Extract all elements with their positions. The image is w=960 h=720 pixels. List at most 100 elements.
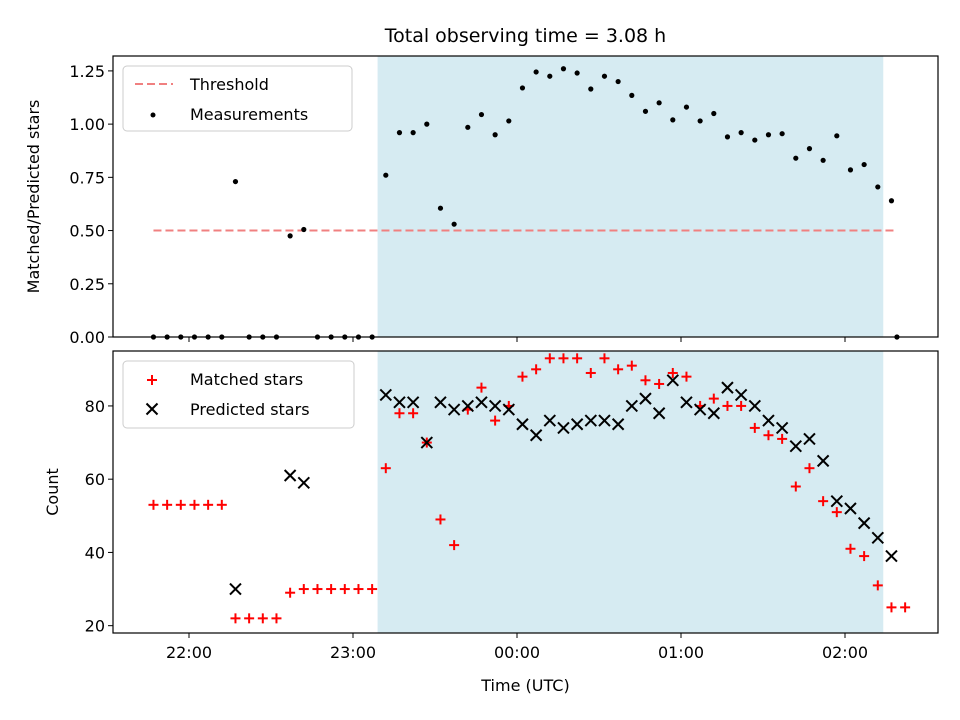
predicted-star-point	[570, 418, 584, 431]
matched-star-point	[312, 584, 323, 595]
predicted-star-point	[297, 476, 311, 490]
predicted-star-point	[475, 396, 488, 409]
matched-star-point	[394, 408, 405, 419]
matched-star-point	[490, 415, 501, 426]
measurement-point	[437, 205, 444, 211]
matched-star-point	[845, 543, 856, 554]
chart-title: Total observing time = 3.08 h	[384, 25, 666, 47]
top-legend: Threshold Measurements	[122, 65, 353, 132]
matched-star-point	[777, 433, 788, 444]
matched-star-point	[859, 551, 870, 562]
predicted-star-point	[857, 516, 871, 530]
x-tick-label: 23:00	[330, 643, 376, 662]
top-legend-box	[122, 65, 353, 132]
matched-star-point	[872, 580, 883, 591]
measurement-point	[834, 133, 840, 139]
measurement-point	[478, 111, 485, 118]
measurement-point	[683, 104, 690, 110]
predicted-star-point	[830, 494, 844, 508]
y-tick-label: 0.25	[69, 275, 105, 294]
predicted-star-point	[803, 432, 816, 446]
predicted-star-point	[502, 403, 516, 416]
matched-star-point	[572, 353, 583, 364]
measurement-point	[465, 124, 471, 130]
predicted-star-point	[734, 388, 748, 402]
bottom-legend: Matched stars Predicted stars	[122, 360, 355, 429]
measurement-point	[601, 73, 608, 79]
measurement-point	[724, 134, 731, 140]
y-tick-label: 0.00	[69, 328, 105, 347]
predicted-star-point	[229, 582, 242, 596]
measurement-point	[574, 70, 580, 76]
matched-star-point	[216, 499, 227, 510]
matched-star-point	[476, 382, 487, 393]
measurement-point	[424, 121, 430, 127]
y-tick-label: 60	[85, 470, 105, 489]
top-panel: 0.00 0.25 0.50 0.75 1.00 1.25 Total observing…	[24, 25, 939, 347]
matched-star-point	[900, 602, 911, 613]
predicted-star-point	[844, 502, 857, 515]
top-x-ticks	[188, 337, 846, 342]
x-tick-label: 22:00	[166, 643, 212, 662]
x-tick-label: 02:00	[822, 643, 868, 662]
matched-star-point	[339, 584, 350, 595]
matched-star-point	[790, 481, 801, 492]
measurement-point	[642, 108, 649, 114]
matched-star-point	[271, 613, 282, 624]
matched-star-point	[148, 499, 159, 510]
legend-predicted-swatch	[145, 402, 159, 416]
predicted-star-point	[543, 414, 557, 427]
matched-star-point	[886, 602, 897, 613]
matched-star-point	[203, 499, 214, 510]
y-tick-label: 1.00	[69, 115, 105, 134]
matched-star-point	[380, 463, 391, 474]
legend-matched-label: Matched stars	[190, 370, 303, 389]
predicted-star-point	[488, 399, 502, 413]
y-tick-label: 0.50	[69, 222, 105, 241]
matched-star-point	[544, 353, 555, 364]
matched-star-point	[449, 540, 460, 551]
predicted-star-point	[625, 399, 639, 413]
legend-predicted-label: Predicted stars	[190, 400, 310, 419]
predicted-star-point	[721, 381, 734, 394]
predicted-star-point	[885, 549, 898, 563]
matched-star-point	[298, 584, 309, 595]
bottom-y-ticks: 20 40 60 80	[85, 397, 113, 636]
matched-star-point	[353, 584, 364, 595]
matched-star-point	[763, 430, 774, 441]
predicted-star-point	[639, 392, 652, 405]
observing-interval-shade	[377, 351, 884, 633]
measurement-point	[287, 233, 293, 239]
x-axis-label: Time (UTC)	[480, 676, 569, 695]
x-tick-label: 01:00	[658, 643, 704, 662]
measurement-point	[301, 226, 307, 233]
matched-star-point	[189, 499, 200, 510]
matched-star-point	[804, 463, 815, 474]
predicted-star-point	[680, 396, 693, 409]
measurement-point	[396, 130, 403, 136]
predicted-star-point	[871, 531, 885, 544]
predicted-stars-points	[229, 374, 898, 596]
predicted-star-point	[379, 388, 393, 402]
matched-star-point	[585, 367, 596, 378]
matched-star-point	[654, 378, 665, 389]
y-tick-label: 80	[85, 397, 105, 416]
matched-star-point	[708, 393, 719, 404]
predicted-star-point	[762, 414, 775, 427]
measurement-point	[506, 118, 512, 124]
measurement-point	[847, 167, 854, 173]
matched-star-point	[558, 353, 569, 364]
matched-star-point	[722, 400, 733, 411]
top-y-ticks: 0.00 0.25 0.50 0.75 1.00 1.25	[69, 62, 113, 347]
predicted-star-point	[557, 421, 570, 435]
y-tick-label: 40	[85, 543, 105, 562]
matched-star-point	[175, 499, 186, 510]
matched-star-point	[626, 360, 637, 371]
matched-star-point	[367, 584, 378, 595]
predicted-star-point	[516, 418, 529, 431]
measurement-point	[806, 146, 813, 152]
predicted-star-point	[584, 414, 598, 427]
matched-star-point	[818, 496, 829, 507]
predicted-star-point	[775, 421, 789, 435]
predicted-star-point	[707, 407, 721, 420]
